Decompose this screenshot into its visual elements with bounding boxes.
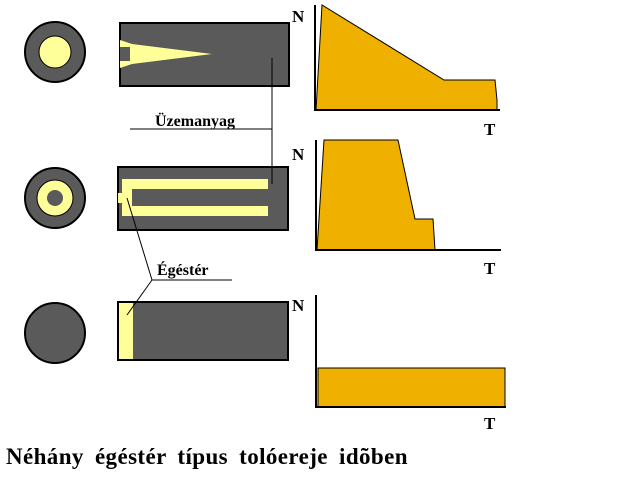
cross-section-3-grain: [24, 302, 86, 364]
row-2: [24, 139, 501, 251]
cross-section-1: [24, 21, 86, 83]
side-section-2-channel-top: [122, 179, 268, 189]
side-section-3-grain: [117, 301, 289, 361]
side-section-2: [117, 166, 289, 231]
y-axis-label-3: N: [292, 296, 305, 315]
y-axis-label-2: N: [292, 145, 305, 164]
x-axis-label-1: T: [484, 120, 496, 139]
side-section-2-channel-bottom: [122, 206, 268, 216]
side-section-2-inlet: [118, 193, 132, 203]
side-section-1: [119, 22, 290, 87]
figure-caption: Néhány égéstér típus tolóereje idõben: [6, 444, 408, 469]
thrust-area-1: [315, 4, 498, 111]
cross-section-1-channel: [38, 35, 72, 69]
thrust-graph-2: [315, 139, 501, 251]
y-axis-label-1: N: [292, 7, 305, 26]
chamber-leader-upper: [126, 197, 153, 281]
thrust-area-3: [317, 367, 506, 408]
thrust-graph-3: [315, 295, 506, 408]
cross-section-2: [24, 167, 86, 229]
x-axis-label-2: T: [484, 259, 496, 278]
x-axis-label-3: T: [484, 414, 496, 433]
row-3: [24, 295, 506, 408]
chamber-leader-lower: [126, 279, 153, 316]
fuel-label: Üzemanyag: [155, 113, 235, 130]
thrust-area-2: [316, 139, 436, 251]
cross-section-3: [24, 302, 86, 364]
thrust-graph-1: [314, 4, 500, 111]
leader-lines: [126, 58, 273, 316]
chamber-label: Égéstér: [157, 262, 209, 279]
row-1: [24, 4, 500, 111]
side-section-3-burn-face: [119, 303, 133, 359]
side-section-3: [117, 301, 289, 361]
side-section-1-end-gap: [120, 47, 130, 61]
cross-section-2-core: [47, 190, 63, 206]
side-section-1-channel: [120, 40, 212, 68]
side-section-2-grain: [117, 166, 289, 231]
